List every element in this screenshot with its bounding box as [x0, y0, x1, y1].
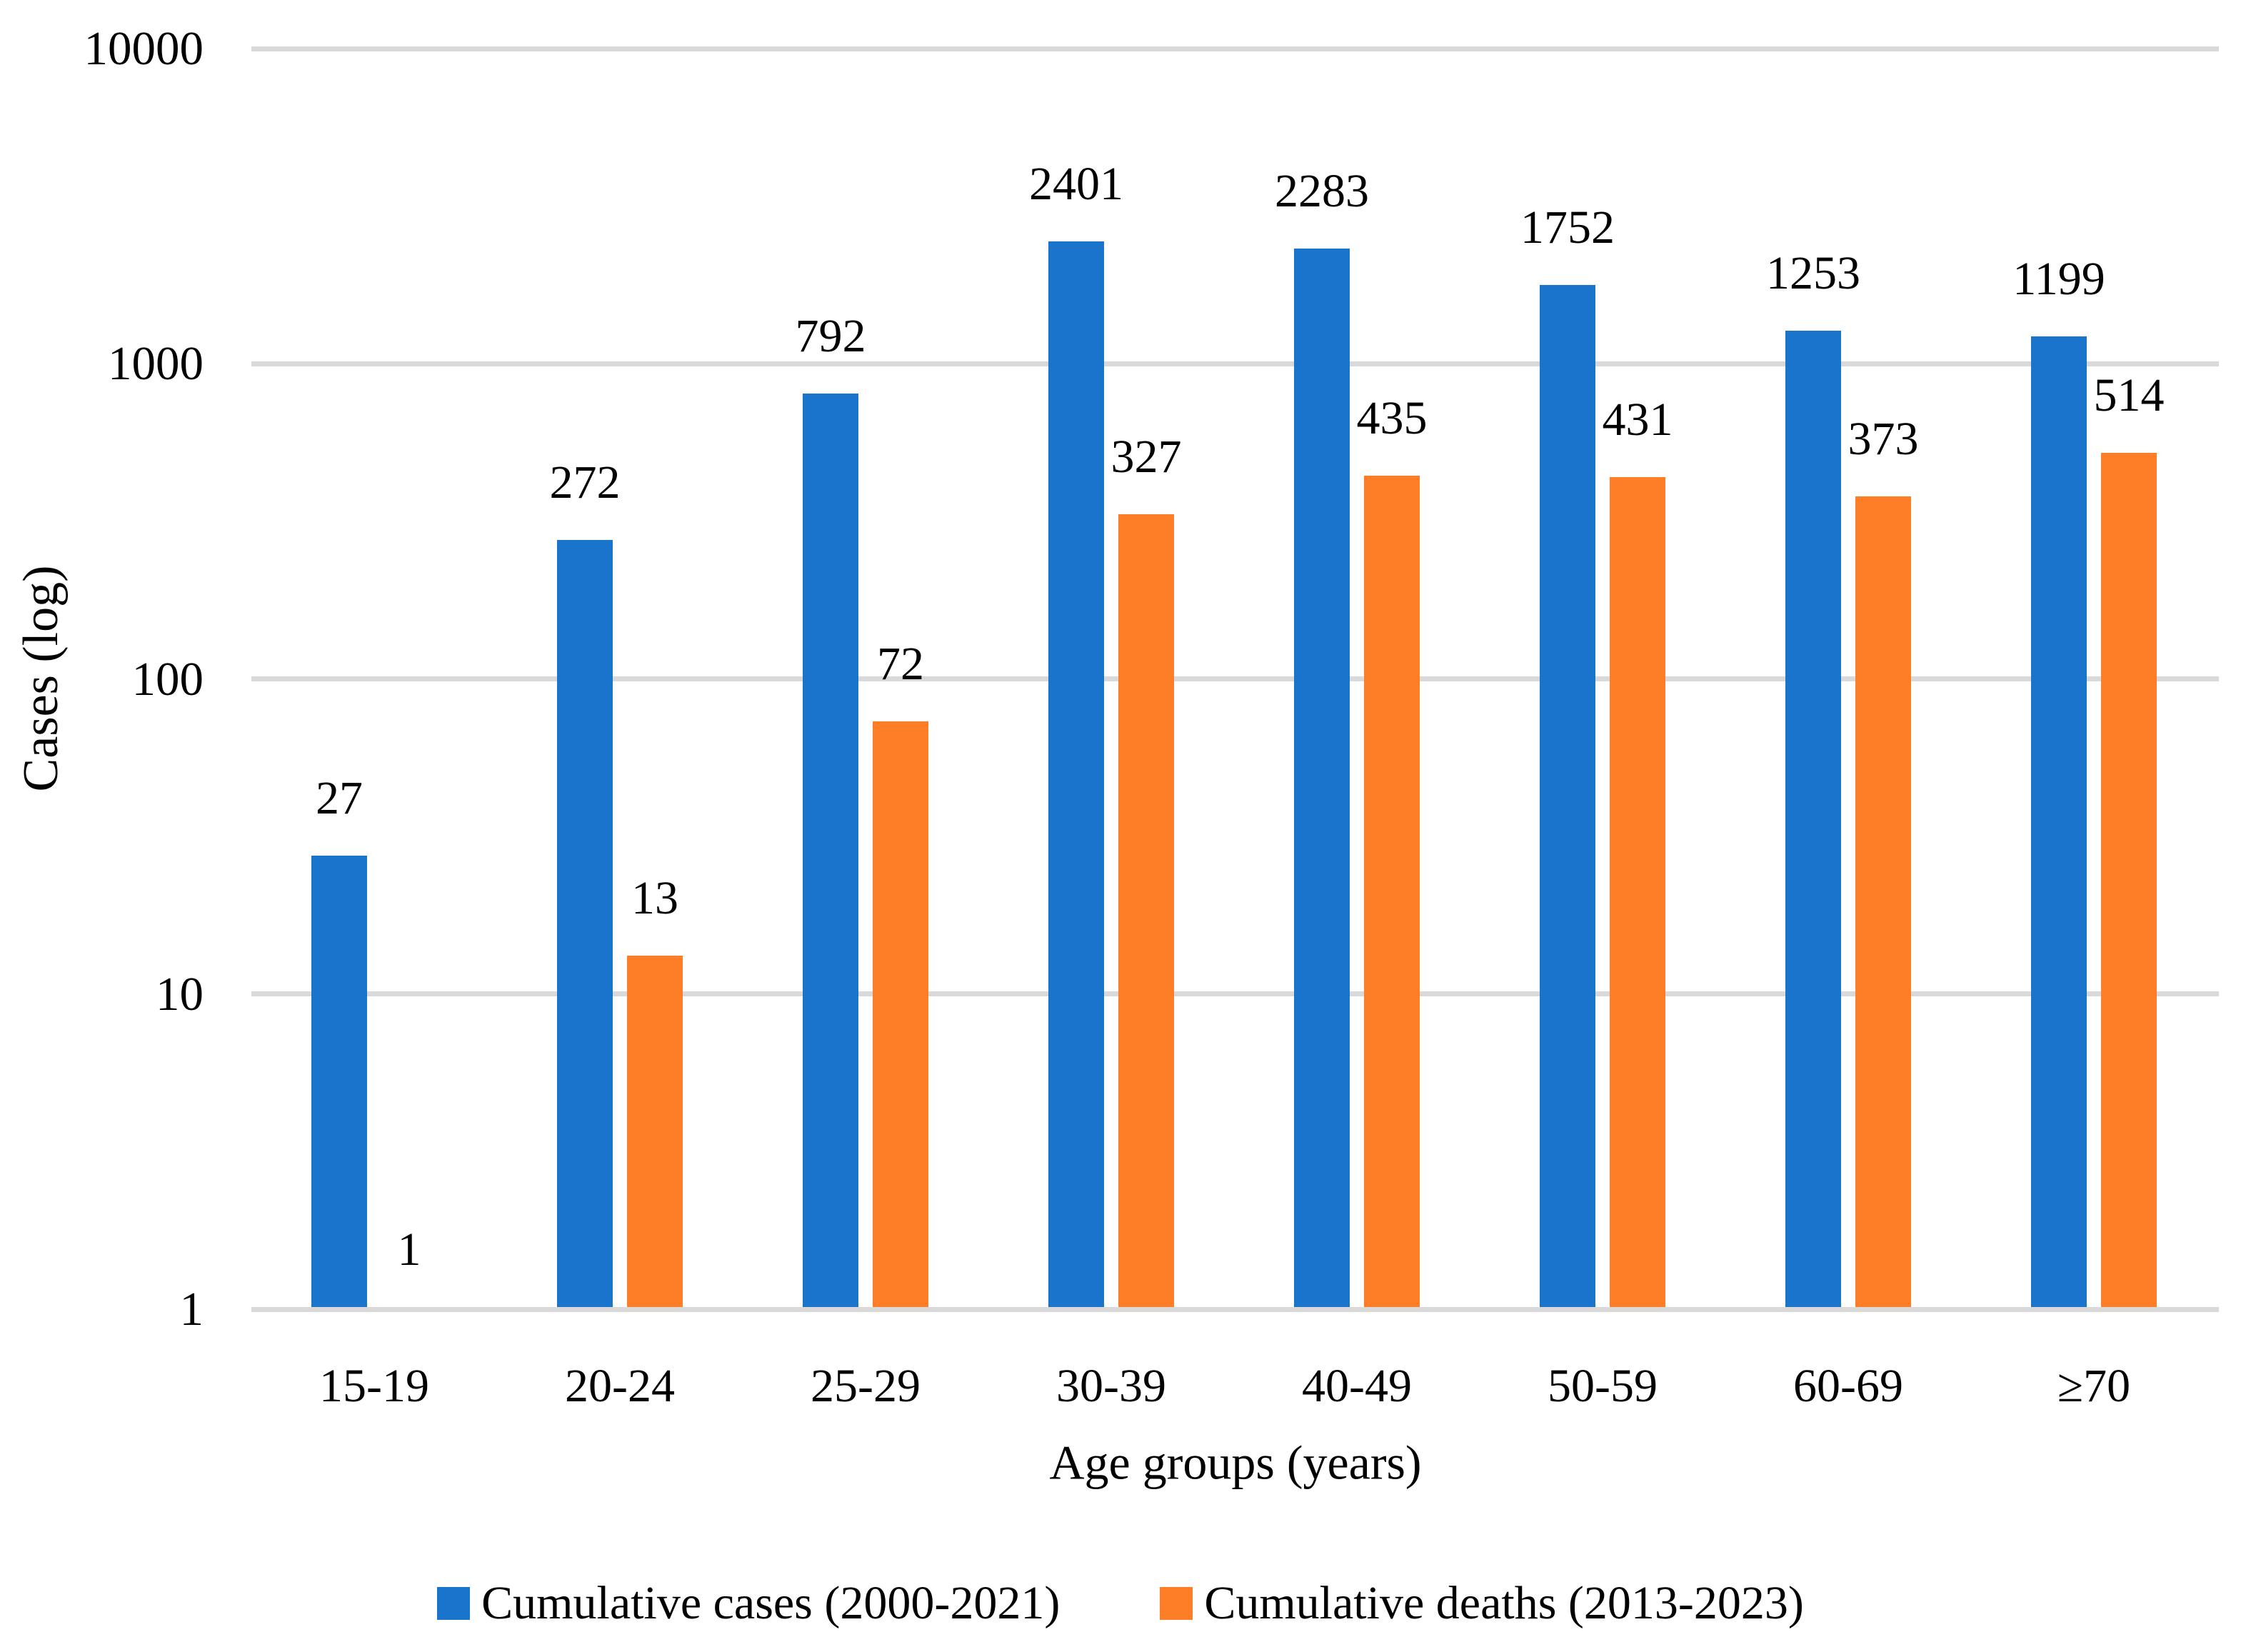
data-label: 2401 — [1029, 158, 1123, 210]
bar-deaths-25-29 — [873, 721, 928, 1307]
x-tick-label: 20-24 — [565, 1360, 675, 1412]
bar-cases-30-39 — [1048, 241, 1104, 1307]
data-label: 373 — [1848, 413, 1919, 465]
x-tick-label: 40-49 — [1302, 1360, 1412, 1412]
x-axis-title: Age groups (years) — [1049, 1435, 1422, 1490]
data-label: 272 — [549, 456, 621, 509]
legend-label: Cumulative cases (2000-2021) — [481, 1577, 1061, 1629]
legend-marker-icon — [437, 1587, 471, 1620]
gridline — [251, 1307, 2219, 1312]
legend-item-cases: Cumulative cases (2000-2021) — [437, 1578, 1060, 1628]
x-tick-label: 60-69 — [1793, 1360, 1903, 1412]
bar-cases-60-69 — [1785, 331, 1841, 1307]
gridline — [251, 991, 2219, 996]
y-tick-label: 1000 — [108, 337, 204, 390]
bar-deaths-40-49 — [1364, 476, 1420, 1307]
gridline — [251, 46, 2219, 51]
y-tick-label: 1 — [179, 1283, 204, 1336]
bar-deaths-≥70 — [2101, 453, 2157, 1307]
x-tick-label: 50-59 — [1548, 1360, 1658, 1412]
data-label: 431 — [1602, 394, 1673, 446]
x-tick-label: ≥70 — [2057, 1360, 2131, 1412]
bar-cases-25-29 — [803, 394, 858, 1307]
x-tick-label: 25-29 — [811, 1360, 921, 1412]
data-label: 1199 — [2012, 253, 2105, 305]
chart-legend: Cumulative cases (2000-2021) Cumulative d… — [0, 1571, 2241, 1636]
data-label: 1 — [397, 1223, 421, 1276]
legend-label: Cumulative deaths (2013-2023) — [1204, 1577, 1804, 1629]
data-label: 2283 — [1275, 165, 1369, 217]
y-tick-label: 10000 — [84, 22, 204, 75]
gridline — [251, 361, 2219, 366]
bar-cases-15-19 — [311, 856, 367, 1307]
y-tick-label: 100 — [131, 653, 204, 706]
bar-deaths-20-24 — [627, 956, 683, 1307]
bar-deaths-50-59 — [1610, 477, 1665, 1307]
data-label: 435 — [1356, 392, 1428, 444]
data-label: 1253 — [1766, 247, 1860, 299]
data-label: 13 — [631, 872, 678, 924]
bar-deaths-60-69 — [1855, 496, 1911, 1307]
bar-cases-≥70 — [2031, 336, 2087, 1307]
data-label: 327 — [1111, 431, 1182, 483]
bar-cases-20-24 — [557, 540, 613, 1307]
bar-cases-50-59 — [1540, 285, 1595, 1307]
gridline — [251, 676, 2219, 681]
data-label: 792 — [795, 310, 866, 362]
data-label: 27 — [316, 772, 363, 824]
data-label: 514 — [2093, 369, 2165, 421]
x-tick-label: 15-19 — [319, 1360, 429, 1412]
data-label: 72 — [877, 638, 924, 690]
legend-marker-icon — [1160, 1587, 1193, 1620]
bar-cases-40-49 — [1294, 249, 1350, 1307]
y-tick-label: 10 — [156, 968, 204, 1021]
x-tick-label: 30-39 — [1056, 1360, 1166, 1412]
bar-deaths-30-39 — [1118, 514, 1174, 1307]
legend-item-deaths: Cumulative deaths (2013-2023) — [1160, 1578, 1804, 1628]
data-label: 1752 — [1520, 201, 1615, 254]
